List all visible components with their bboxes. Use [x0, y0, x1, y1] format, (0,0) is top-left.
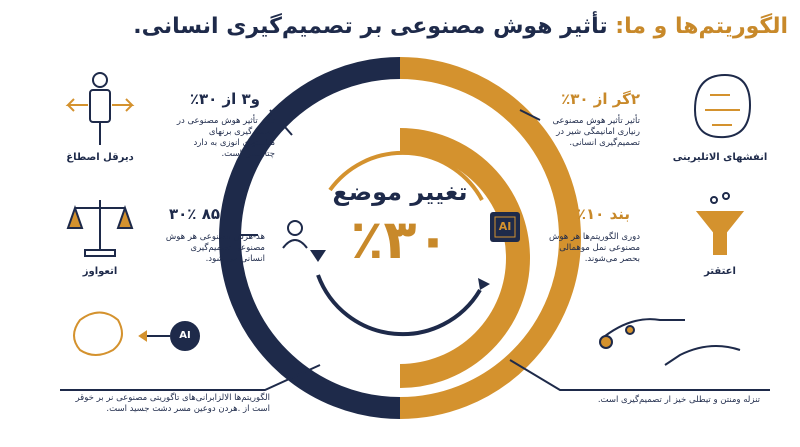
- icon-label: اعتقتر: [704, 266, 736, 277]
- panel-body: هد-هرش مصنوعی هر هوش مصنوعی تصمیم‌گیری ا…: [165, 232, 265, 264]
- arrow-head: [478, 278, 490, 290]
- center-value: ٪۳۰: [350, 208, 450, 271]
- panel-body: تنزله ومنتن و تیطلی خیز ار تصمیم‌گیری اس…: [597, 395, 760, 405]
- icon-label: دیرقل اصطاغ: [66, 152, 134, 163]
- crossroads-icon: [65, 72, 135, 145]
- brain-ai-icon: [73, 311, 200, 356]
- person-icon: [287, 220, 303, 236]
- brain-icon: [693, 73, 752, 139]
- scales-icon: [66, 200, 134, 257]
- funnel-icon: [695, 192, 745, 255]
- panel-heading: ۸۵ ۳۰٪: [168, 205, 220, 223]
- ai-chip: [490, 212, 520, 242]
- icon-label: انفشهای الاثلیرینی: [672, 152, 768, 163]
- arrow-navy: [316, 274, 482, 337]
- ai-chip: [494, 216, 516, 238]
- icon-label: اتعواوز: [82, 266, 118, 277]
- panel-body: دوری الگوریتم‌ها هر هوش مصنوعی نمل موهما…: [549, 232, 640, 264]
- panel-body: تأثیر تأثیر هوش مصنوعی در تصمیم‌گیری برن…: [176, 116, 275, 159]
- ring-orange: [399, 128, 530, 388]
- panel-heading: و۳ از ۳۰٪: [189, 90, 260, 108]
- panel-body: تأثیر تأثیر هوش مصنوعی رنیاری امانیمگی ش…: [552, 116, 640, 148]
- panel-heading: ۲گر از ۳۰٪: [561, 90, 640, 108]
- arrow-head: [310, 250, 326, 262]
- arrow-orange: [328, 150, 484, 201]
- connector: [269, 109, 293, 136]
- title: الگوریتم‌ها و ما: تأثیر هوش مصنوعی بر تص…: [133, 14, 788, 39]
- person-icon: [282, 239, 308, 249]
- connector: [509, 359, 770, 391]
- chip-label: AI: [498, 220, 512, 233]
- panel-heading: بند ۱۰٪: [576, 205, 630, 223]
- connector: [519, 109, 541, 121]
- ring-right: [399, 57, 581, 419]
- hands-icon: [599, 318, 741, 366]
- chip-label: AI: [179, 330, 191, 341]
- connector: [60, 364, 321, 391]
- title-rest: تأثیر هوش مصنوعی بر تصمیم‌گیری انسانی.: [133, 14, 608, 39]
- panel-body: الگوریتم‌ها الالزابرانی‌های تاگوریتی مصن…: [75, 393, 270, 414]
- ring-left: [219, 57, 401, 419]
- center-heading: تغییر موضع: [332, 178, 468, 206]
- title-highlight: الگوریتم‌ها و ما:: [615, 14, 788, 39]
